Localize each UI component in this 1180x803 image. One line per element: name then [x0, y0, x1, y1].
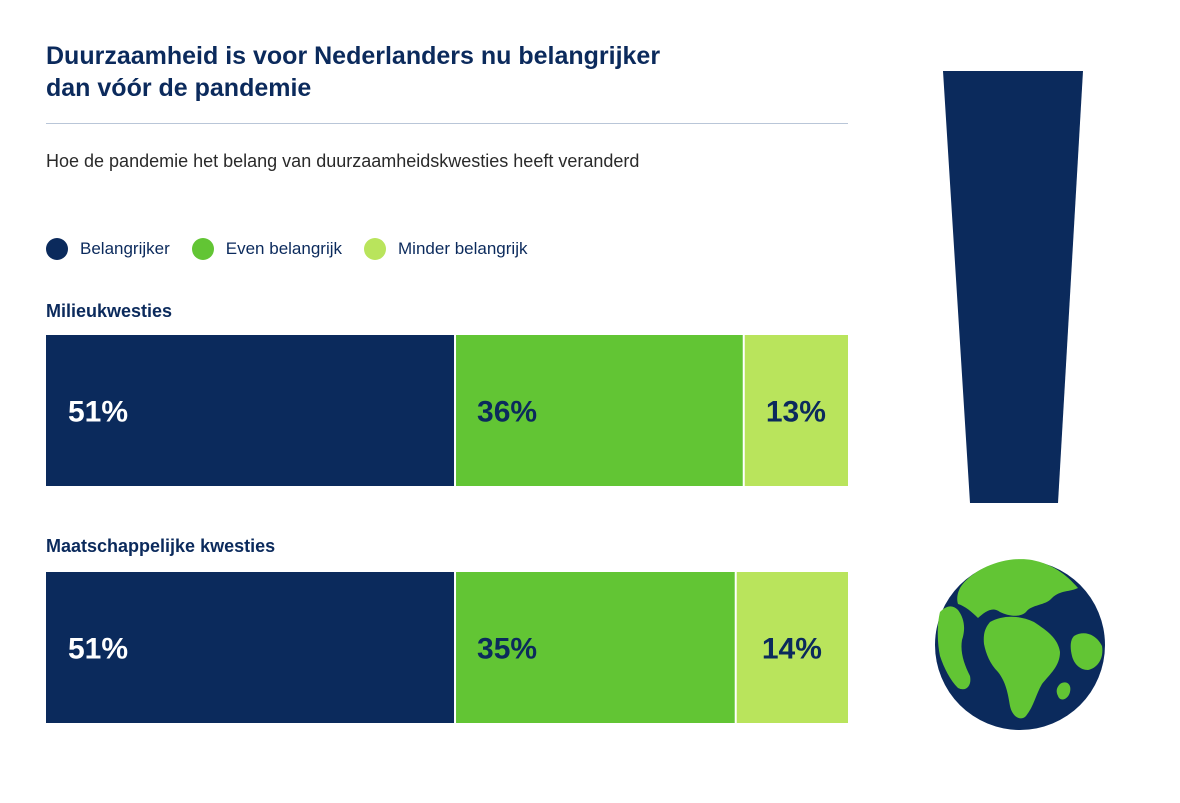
globe-continent-north	[957, 559, 1078, 618]
bar-maatschappelijke-kwesties-even-belangrijk	[455, 572, 736, 723]
bar-maatschappelijke-kwesties-minder-belangrijk	[735, 572, 848, 723]
globe-island	[1056, 682, 1071, 700]
chart-title-line-1: Duurzaamheid is voor Nederlanders nu bel…	[46, 42, 661, 70]
bar-label-milieukwesties-minder-belangrijk: 13%	[766, 396, 826, 429]
globe-continent-africa	[983, 616, 1060, 719]
bar-separator	[454, 572, 457, 723]
legend-label-minder-belangrijk: Minder belangrijk	[398, 239, 528, 258]
bar-label-maatschappelijke-kwesties-minder-belangrijk: 14%	[762, 633, 822, 666]
bar-label-milieukwesties-even-belangrijk: 36%	[477, 396, 537, 429]
legend-swatch-green	[191, 238, 214, 260]
chart-subtitle: Hoe de pandemie het belang van duurzaamh…	[46, 151, 640, 171]
bar-separator	[734, 572, 737, 723]
bar-milieukwesties-belangrijker	[46, 335, 456, 486]
category-label-maatschappelijke-kwesties: Maatschappelijke kwesties	[46, 536, 276, 556]
bar-label-maatschappelijke-kwesties-even-belangrijk: 35%	[477, 633, 537, 666]
legend-item-even-belangrijk: Even belangrijk	[191, 238, 343, 260]
legend-swatch-light-green	[364, 238, 387, 260]
category-label-milieukwesties: Milieukwesties	[46, 301, 173, 321]
bar-maatschappelijke-kwesties-belangrijker	[46, 572, 456, 723]
legend-label-belangrijker: Belangrijker	[80, 239, 170, 258]
chart-title-line-2: dan vóór de pandemie	[46, 74, 312, 102]
globe-continent-east	[1070, 633, 1103, 670]
legend: Belangrijker Even belangrijk Minder bela…	[46, 238, 549, 260]
globe-icon	[935, 559, 1105, 730]
legend-item-belangrijker: Belangrijker	[46, 238, 170, 260]
bar-milieukwesties-minder-belangrijk	[743, 335, 848, 486]
legend-label-even-belangrijk: Even belangrijk	[225, 239, 343, 258]
stacked-bars: 51% 36% 13% 51% 35% 14%	[46, 335, 848, 723]
exclamation-stroke	[943, 71, 1083, 503]
bar-separator	[742, 335, 745, 486]
chart-title: Duurzaamheid is voor Nederlanders nu bel…	[46, 40, 766, 104]
exclamation-mark-icon	[943, 71, 1083, 503]
title-divider	[46, 123, 848, 124]
bar-milieukwesties-even-belangrijk	[455, 335, 744, 486]
legend-item-minder-belangrijk: Minder belangrijk	[364, 238, 527, 260]
legend-swatch-navy	[46, 238, 68, 260]
bar-label-milieukwesties-belangrijker: 51%	[68, 396, 128, 429]
bar-separator	[454, 335, 457, 486]
bar-label-maatschappelijke-kwesties-belangrijker: 51%	[68, 633, 128, 666]
globe-continent-west	[937, 606, 971, 690]
